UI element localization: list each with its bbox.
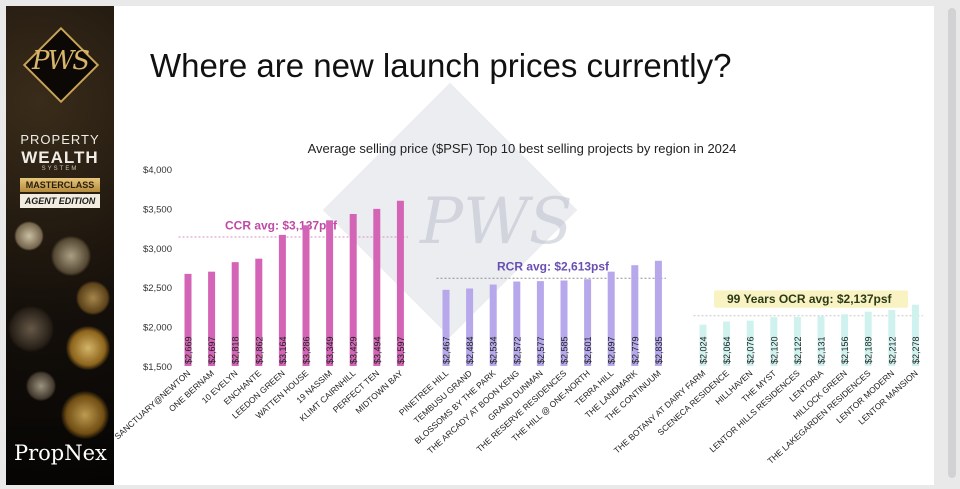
bar-ocr (911, 304, 919, 366)
bar-ccr (396, 200, 404, 366)
bar-value-label: $2,120 (769, 336, 779, 364)
y-tick-label: $3,000 (143, 244, 172, 255)
bar-value-label: $2,122 (793, 336, 803, 364)
y-tick-label: $4,000 (143, 165, 172, 176)
bokeh-light (51, 236, 91, 276)
bar-value-label: $2,189 (864, 336, 874, 364)
sidebar-banner: PWS PROPERTY WEALTH SYSTEM MASTERCLASS A… (6, 6, 114, 485)
slide-headline: Where are new launch prices currently? (150, 47, 732, 84)
bar-value-label: $2,278 (911, 336, 921, 364)
bar-value-label: $2,697 (207, 336, 217, 364)
bar-rcr (654, 260, 662, 366)
bar-ocr (817, 316, 825, 366)
ocr-annotation-box (714, 290, 908, 308)
bar-ocr (746, 320, 754, 366)
watermark-logo: PWS (420, 185, 573, 259)
bar-value-label: $3,494 (372, 336, 382, 364)
bar-ccr (302, 225, 310, 366)
bar-value-label: $2,585 (560, 336, 570, 364)
bar-ccr (373, 208, 381, 366)
y-tick-label: $2,500 (143, 283, 172, 294)
bar-ocr (723, 321, 731, 366)
bar-ocr (841, 314, 849, 366)
scrollbar-thumb[interactable] (948, 8, 956, 478)
bar-value-label: $2,484 (465, 336, 475, 364)
bar-ccr (326, 220, 334, 366)
bar-rcr (466, 288, 474, 366)
bar-value-label: $2,669 (184, 336, 194, 364)
bar-rcr (489, 284, 497, 366)
rcr-avg-annotation: RCR avg: $2,613psf (497, 260, 610, 274)
vertical-scrollbar[interactable] (940, 0, 960, 489)
bar-value-label: $2,577 (536, 336, 546, 364)
bar-value-label: $2,156 (840, 336, 850, 364)
bar-value-label: $2,064 (722, 336, 732, 364)
chart-title: Average selling price ($PSF) Top 10 best… (308, 141, 737, 156)
bar-value-label: $2,779 (630, 336, 640, 364)
bar-ccr (278, 234, 286, 366)
bar-ccr (184, 273, 192, 366)
bar-ocr (864, 311, 872, 366)
agent-edition-badge: AGENT EDITION (20, 194, 100, 208)
bar-ocr (770, 317, 778, 366)
ocr-avg-annotation: 99 Years OCR avg: $2,137psf (727, 292, 893, 306)
bar-ccr (208, 271, 216, 366)
bokeh-light (8, 306, 54, 352)
bar-value-label: $2,212 (887, 336, 897, 364)
bar-value-label: $2,835 (654, 336, 664, 364)
bar-ocr (699, 324, 707, 366)
ccr-avg-annotation: CCR avg: $3,137psf (225, 219, 338, 233)
bar-value-label: $2,697 (607, 336, 617, 364)
bar-ccr (349, 213, 357, 366)
propnex-logo: PropNex (14, 441, 107, 465)
masterclass-badge: MASTERCLASS (20, 178, 100, 192)
bar-ocr (793, 316, 801, 366)
bar-rcr (607, 271, 615, 366)
bar-value-label: $3,286 (302, 336, 312, 364)
brand-line-3: SYSTEM (41, 166, 79, 172)
bar-ocr (888, 309, 896, 366)
bar-value-label: $2,572 (512, 336, 522, 364)
bar-rcr (631, 265, 639, 366)
bar-rcr (513, 281, 521, 366)
bokeh-light (66, 326, 110, 370)
pws-logo: PWS (31, 46, 90, 76)
bar-rcr (584, 279, 592, 366)
bar-value-label: $3,597 (396, 336, 406, 364)
bar-value-label: $2,601 (583, 336, 593, 364)
bar-value-label: $2,534 (489, 336, 499, 364)
bar-rcr (560, 280, 568, 366)
y-tick-label: $2,000 (143, 323, 172, 334)
bokeh-light (26, 371, 56, 401)
brand-line-1: PROPERTY (20, 132, 100, 147)
bar-value-label: $2,818 (231, 336, 241, 364)
bar-value-label: $2,862 (254, 336, 264, 364)
bokeh-light (76, 281, 110, 315)
slide (6, 6, 934, 485)
bar-value-label: $2,131 (817, 336, 827, 364)
bar-ccr (231, 262, 239, 366)
bar-value-label: $3,429 (349, 336, 359, 364)
bar-value-label: $3,349 (325, 336, 335, 364)
y-tick-label: $1,500 (143, 362, 172, 373)
bar-value-label: $3,164 (278, 336, 288, 364)
bar-value-label: $2,024 (699, 336, 709, 364)
bar-value-label: $2,076 (746, 336, 756, 364)
bar-rcr (442, 289, 450, 366)
bar-value-label: $2,467 (442, 336, 452, 364)
bokeh-light (14, 221, 44, 251)
bar-rcr (536, 281, 544, 366)
y-tick-label: $3,500 (143, 204, 172, 215)
bokeh-light (61, 391, 109, 439)
brand-line-2: WEALTH (21, 148, 99, 167)
bar-ccr (255, 258, 263, 366)
